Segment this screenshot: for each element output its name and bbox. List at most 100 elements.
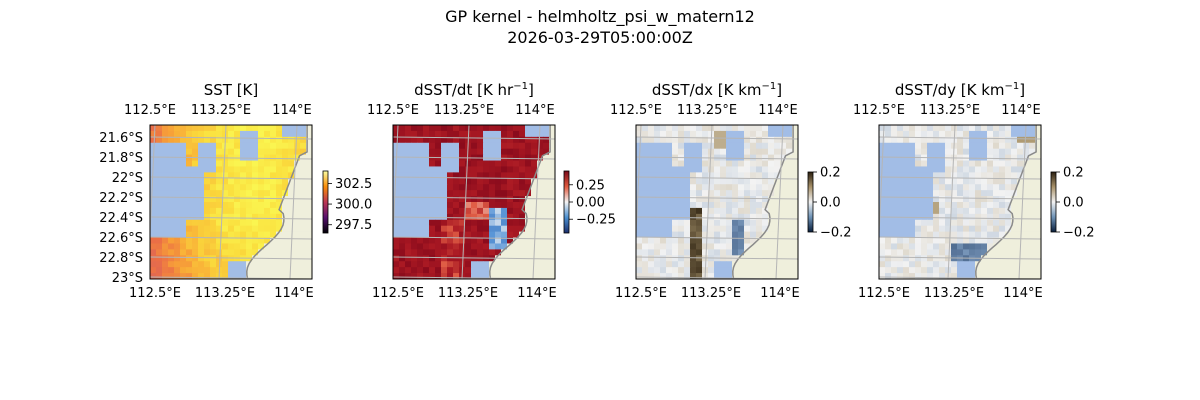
heatmap-cell bbox=[210, 267, 217, 274]
heatmap-cell bbox=[969, 160, 976, 167]
heatmap-cell bbox=[879, 249, 886, 256]
heatmap-cell bbox=[210, 136, 217, 144]
heatmap-cell bbox=[891, 172, 898, 179]
heatmap-cell bbox=[969, 202, 976, 209]
heatmap-cell bbox=[903, 273, 910, 279]
heatmap-cell bbox=[435, 237, 442, 244]
heatmap-cell bbox=[246, 190, 253, 197]
heatmap-cell bbox=[792, 261, 798, 268]
heatmap-cell bbox=[477, 196, 484, 203]
heatmap-cell bbox=[495, 243, 502, 250]
heatmap-cell bbox=[792, 142, 798, 150]
heatmap-cell bbox=[708, 172, 715, 179]
heatmap-cell bbox=[891, 202, 898, 209]
heatmap-cell bbox=[726, 125, 733, 132]
heatmap-cell bbox=[903, 148, 910, 156]
heatmap-cell bbox=[885, 136, 892, 144]
heatmap-cell bbox=[714, 125, 721, 132]
heatmap-cell bbox=[939, 231, 946, 238]
heatmap-cell bbox=[258, 148, 265, 156]
heatmap-cell bbox=[168, 267, 175, 274]
heatmap-cell bbox=[180, 255, 187, 262]
heatmap-cell bbox=[210, 148, 217, 156]
heatmap-cell bbox=[672, 184, 679, 191]
heatmap-cell bbox=[441, 178, 448, 185]
heatmap-cell bbox=[999, 225, 1006, 233]
heatmap-cell bbox=[519, 184, 526, 191]
heatmap-cell bbox=[489, 273, 496, 279]
heatmap-cell bbox=[720, 142, 727, 150]
colorbar-sst-bar bbox=[322, 170, 329, 234]
heatmap-cell bbox=[720, 261, 727, 268]
heatmap-cell bbox=[957, 142, 964, 150]
heatmap-cell bbox=[987, 190, 994, 197]
heatmap-cell bbox=[393, 273, 400, 279]
heatmap-cell bbox=[465, 202, 472, 209]
heatmap-cell bbox=[477, 225, 484, 233]
heatmap-cell bbox=[981, 243, 988, 250]
heatmap-cell bbox=[264, 136, 271, 144]
heatmap-cell bbox=[288, 160, 295, 167]
heatmap-cell bbox=[975, 267, 982, 274]
heatmap-cell bbox=[471, 160, 478, 167]
heatmap-cell bbox=[1017, 172, 1024, 179]
heatmap-cell bbox=[156, 178, 163, 185]
bottom-tick-dsst-dx-1: 113.25°E bbox=[681, 286, 741, 301]
colorbar-tick-label: 0.00 bbox=[576, 196, 605, 211]
heatmap-cell bbox=[642, 136, 649, 144]
heatmap-cell bbox=[429, 184, 436, 191]
heatmap-cell bbox=[999, 130, 1006, 138]
top-tick-dsst-dt-2: 114°E bbox=[515, 103, 555, 118]
heatmap-cell bbox=[150, 184, 157, 191]
heatmap-cell bbox=[672, 160, 679, 167]
heatmap-cell bbox=[192, 255, 199, 262]
heatmap-cell bbox=[678, 267, 685, 274]
heatmap-cell bbox=[411, 136, 418, 144]
heatmap-cell bbox=[756, 237, 763, 244]
heatmap-cell bbox=[720, 196, 727, 203]
heatmap-cell bbox=[885, 267, 892, 274]
heatmap-cell bbox=[180, 267, 187, 274]
heatmap-cell bbox=[393, 130, 400, 138]
map-frame-dsst-dt bbox=[392, 124, 556, 280]
heatmap-cell bbox=[648, 154, 655, 161]
panel-title-dsst-dt-end: ] bbox=[528, 81, 534, 99]
heatmap-cell bbox=[519, 261, 526, 268]
heatmap-cell bbox=[945, 190, 952, 197]
heatmap-cell bbox=[228, 172, 235, 179]
heatmap-cell bbox=[204, 267, 211, 274]
heatmap-cell bbox=[786, 125, 793, 132]
heatmap-cell bbox=[1029, 154, 1036, 161]
heatmap-cell bbox=[501, 142, 508, 150]
heatmap-cell bbox=[483, 225, 490, 233]
heatmap-cell bbox=[1005, 184, 1012, 191]
heatmap-cell bbox=[441, 130, 448, 138]
heatmap-cell bbox=[513, 148, 520, 156]
heatmap-cell bbox=[282, 196, 289, 203]
heatmap-cell bbox=[513, 243, 520, 250]
heatmap-cell bbox=[270, 160, 277, 167]
heatmap-cell bbox=[684, 166, 691, 173]
heatmap-cell bbox=[927, 243, 934, 250]
heatmap-cell bbox=[306, 125, 312, 132]
heatmap-cell bbox=[429, 202, 436, 209]
heatmap-cell bbox=[168, 190, 175, 197]
heatmap-cell bbox=[495, 267, 502, 274]
panel-title-sst-text: SST [K] bbox=[204, 81, 259, 99]
heatmap-cell bbox=[258, 154, 265, 161]
heatmap-cell bbox=[519, 219, 526, 227]
heatmap-cell bbox=[879, 190, 886, 197]
heatmap-cell bbox=[708, 267, 715, 274]
heatmap-cell bbox=[483, 273, 490, 279]
heatmap-cell bbox=[258, 136, 265, 144]
heatmap-cell bbox=[1029, 267, 1036, 274]
heatmap-cell bbox=[150, 249, 157, 256]
heatmap-cell bbox=[690, 225, 697, 233]
heatmap-cell bbox=[732, 160, 739, 167]
heatmap-cell bbox=[933, 273, 940, 279]
heatmap-cell bbox=[762, 261, 769, 268]
heatmap-cell bbox=[678, 219, 685, 227]
heatmap-cell bbox=[672, 202, 679, 209]
heatmap-cell bbox=[1035, 190, 1041, 197]
heatmap-cell bbox=[750, 225, 757, 233]
